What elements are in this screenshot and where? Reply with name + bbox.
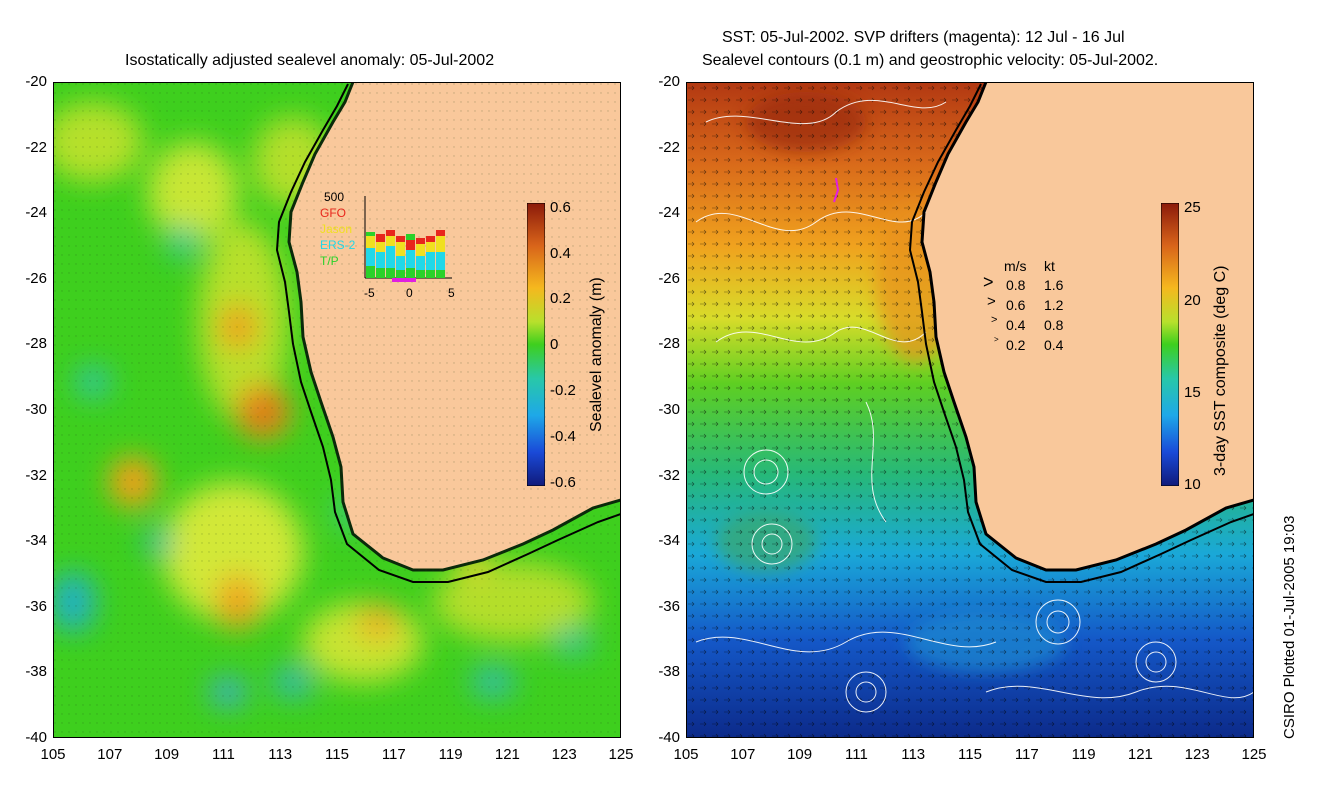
left-xtick: 111 <box>211 746 235 763</box>
right-ytick: -34 <box>658 532 680 550</box>
right-ytick: -36 <box>658 597 680 615</box>
left-xtick: 121 <box>494 746 520 763</box>
sat-legend-gfo: GFO <box>320 206 346 220</box>
right-cbar-tick-2: 15 <box>1184 384 1201 401</box>
left-xtick: 125 <box>608 746 634 763</box>
left-xtick: 107 <box>97 746 123 763</box>
left-xtick: 105 <box>40 746 66 763</box>
left-cbar-tick-0: 0.6 <box>550 199 571 216</box>
right-ytick: -32 <box>658 466 680 484</box>
right-xtick: 109 <box>787 746 813 763</box>
left-cbar-tick-1: 0.4 <box>550 245 571 262</box>
right-cbar-tick-0: 25 <box>1184 199 1201 216</box>
left-cbar-tick-3: 0 <box>550 336 559 353</box>
right-xtick: 119 <box>1071 746 1096 763</box>
velocity-key-ms-08: 0.8 <box>1006 277 1026 293</box>
right-ytick: -38 <box>658 663 680 681</box>
right-xtick: 125 <box>1241 746 1267 763</box>
left-cbar-tick-6: -0.6 <box>550 474 576 491</box>
velocity-key-arrow-02: > <box>994 335 999 344</box>
right-xtick: 123 <box>1184 746 1210 763</box>
plot-credit: CSIRO Plotted 01-Jul-2005 19:03 <box>1281 515 1298 739</box>
right-cbar-tick-3: 10 <box>1184 476 1201 493</box>
right-panel-title-line1: SST: 05-Jul-2002. SVP drifters (magenta)… <box>722 29 1125 46</box>
right-ytick: -24 <box>658 204 680 222</box>
left-xtick: 119 <box>438 746 463 763</box>
velocity-key-header-ms: m/s <box>1004 258 1027 274</box>
right-ytick: -40 <box>658 729 680 746</box>
right-xtick: 105 <box>673 746 699 763</box>
velocity-key-arrow-04: > <box>991 314 998 326</box>
sat-legend-tp: T/P <box>320 254 339 268</box>
left-xtick: 109 <box>154 746 180 763</box>
left-ytick: -32 <box>25 466 47 484</box>
left-cbar-tick-4: -0.2 <box>550 382 576 399</box>
right-xtick: 113 <box>901 746 926 763</box>
sat-legend-max: 500 <box>324 190 345 204</box>
right-ytick: -22 <box>658 138 680 156</box>
sealevel-contours <box>695 100 1254 713</box>
left-cbar-tick-2: 0.2 <box>550 290 571 307</box>
velocity-key-ms-02: 0.2 <box>1006 337 1026 353</box>
left-xtick: 117 <box>381 746 406 763</box>
right-xtick: 111 <box>844 746 868 763</box>
left-ytick: -38 <box>25 663 47 681</box>
left-ytick: -24 <box>25 204 47 222</box>
sat-legend-xtick-neg5: -5 <box>364 286 375 300</box>
left-sealevel-map <box>53 82 621 738</box>
left-xtick: 113 <box>268 746 293 763</box>
velocity-key-arrow-08: > <box>983 272 994 292</box>
left-ytick: -22 <box>25 138 47 156</box>
velocity-key-ms-06: 0.6 <box>1006 297 1026 313</box>
left-panel-title: Isostatically adjusted sealevel anomaly:… <box>125 52 495 69</box>
left-xtick: 115 <box>325 746 349 763</box>
right-xtick: 121 <box>1127 746 1153 763</box>
right-xtick: 115 <box>958 746 982 763</box>
sat-legend-ers2: ERS-2 <box>320 238 356 252</box>
velocity-key-kt-04: 0.8 <box>1044 317 1064 333</box>
left-ytick: -40 <box>25 729 47 746</box>
right-panel-title-line2: Sealevel contours (0.1 m) and geostrophi… <box>702 52 1159 69</box>
right-ytick: -30 <box>658 401 680 418</box>
left-colorbar <box>527 203 545 486</box>
left-xtick: 123 <box>551 746 577 763</box>
right-xtick: 117 <box>1014 746 1039 763</box>
left-colorbar-label: Sealevel anomaly (m) <box>588 277 605 432</box>
right-ytick: -26 <box>658 269 680 287</box>
sat-legend-bars <box>366 230 445 278</box>
right-sst-map <box>686 82 1254 738</box>
sat-legend-xtick-0: 0 <box>406 286 413 300</box>
left-ytick: -26 <box>25 269 47 287</box>
right-xtick: 107 <box>730 746 756 763</box>
velocity-key-kt-06: 1.2 <box>1044 297 1064 313</box>
left-ytick: -34 <box>25 532 47 550</box>
left-ytick: -20 <box>25 73 47 90</box>
svp-drifter-track <box>833 177 840 203</box>
left-ytick: -30 <box>25 401 47 418</box>
right-ytick: -20 <box>658 73 680 90</box>
velocity-key-kt-02: 0.4 <box>1044 337 1064 353</box>
left-cbar-tick-5: -0.4 <box>550 428 576 445</box>
sat-legend-chart <box>364 196 452 282</box>
left-ytick: -28 <box>25 335 47 353</box>
velocity-key-ms-04: 0.4 <box>1006 317 1026 333</box>
sat-legend-jason: Jason <box>320 222 353 236</box>
right-colorbar-label: 3-day SST composite (deg C) <box>1212 265 1229 476</box>
velocity-key-kt-08: 1.6 <box>1044 277 1064 293</box>
velocity-key-arrow-06: > <box>987 293 996 310</box>
right-ytick: -28 <box>658 335 680 353</box>
velocity-key-header-kt: kt <box>1044 258 1055 274</box>
left-ytick: -36 <box>25 597 47 615</box>
right-colorbar <box>1161 203 1179 486</box>
sat-legend-xtick-5: 5 <box>448 286 455 300</box>
right-cbar-tick-1: 20 <box>1184 292 1201 309</box>
